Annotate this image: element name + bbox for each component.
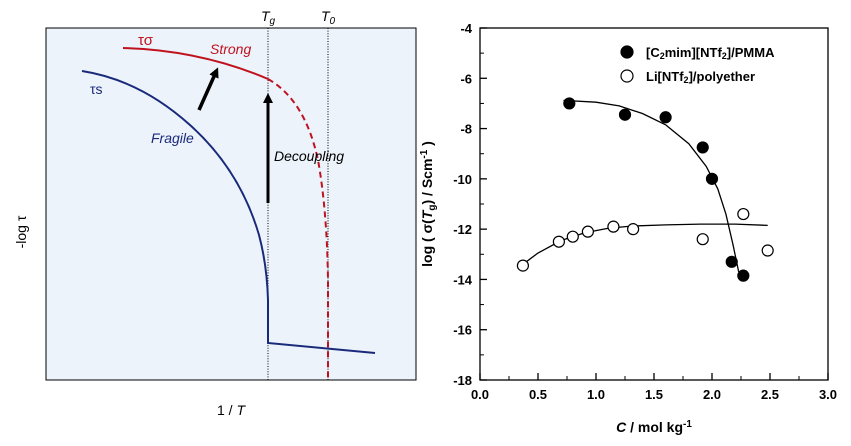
fit-curve-0	[563, 99, 740, 273]
x-tick-label: 0.5	[529, 387, 547, 402]
open-data-point	[627, 223, 640, 236]
open-data-point	[581, 225, 594, 238]
tau-sigma-label: τσ	[138, 32, 154, 49]
fragile-to-strong-arrow	[197, 67, 219, 111]
conductivity-chart: 0.0 0.5 1.0 1.5 2.0 2.5 3.0 -4 -6 -8 -10 -12 -14 -16…	[419, 21, 837, 435]
right-xlabel: C / mol kg-1	[616, 419, 692, 435]
open-data-point	[607, 220, 620, 233]
schematic-xlabel: 1 / T	[217, 402, 246, 418]
schematic-chart: τσ Strong τs Fragile Decoupling Tg T0 -l…	[13, 8, 417, 418]
filled-data-point	[563, 97, 576, 110]
y-tick-label: -6	[460, 71, 472, 86]
open-data-point	[566, 230, 579, 243]
open-data-point	[516, 259, 530, 272]
x-tick-label: 2.5	[761, 387, 779, 402]
filled-data-point	[659, 111, 672, 124]
legend-label-polyether: Li[NTf2]/polyether	[646, 69, 755, 85]
t0-label: T0	[321, 8, 336, 27]
x-tick-label: 2.0	[703, 387, 721, 402]
legend: [C2mim][NTf2]/PMMA Li[NTf2]/polyether	[620, 45, 775, 85]
filled-data-point	[696, 141, 709, 154]
y-tick-label: -16	[453, 323, 472, 338]
y-tick-label: -10	[453, 172, 472, 187]
x-tick-label: 3.0	[819, 387, 837, 402]
legend-label-pmma: [C2mim][NTf2]/PMMA	[646, 45, 775, 61]
right-ylabel: log ( σ(Tg) / Scm-1 )	[419, 141, 438, 267]
filled-data-point	[725, 255, 738, 268]
legend-marker-filled	[620, 45, 634, 59]
open-data-point	[696, 233, 709, 246]
filled-data-point	[618, 108, 632, 121]
schematic-plot-area	[45, 27, 417, 381]
open-data-point	[761, 244, 774, 257]
x-tick-label: 1.0	[587, 387, 605, 402]
schematic-ylabel: -log τ	[13, 215, 29, 248]
x-tick-label: 1.5	[645, 387, 663, 402]
tau-s-curve	[81, 70, 376, 354]
filled-data-point	[737, 269, 750, 282]
tau-sigma-curve	[122, 47, 269, 80]
y-tick-label: -4	[460, 21, 472, 36]
legend-marker-open	[620, 69, 634, 83]
y-axis: -4 -6 -8 -10 -12 -14 -16 -18	[453, 21, 487, 388]
open-data-point	[552, 235, 565, 248]
x-tick-label: 0.0	[471, 387, 489, 402]
data-points	[516, 97, 774, 282]
y-tick-label: -14	[453, 272, 473, 287]
open-data-point	[737, 207, 750, 221]
tau-s-label: τs	[90, 81, 103, 97]
strong-label: Strong	[210, 41, 251, 57]
y-tick-label: -18	[453, 373, 472, 388]
x-axis: 0.0 0.5 1.0 1.5 2.0 2.5 3.0	[471, 373, 837, 402]
decoupling-label: Decoupling	[274, 148, 344, 164]
tg-label: Tg	[261, 8, 276, 27]
filled-data-point	[705, 172, 719, 185]
fragile-label: Fragile	[151, 130, 194, 146]
y-tick-label: -8	[460, 122, 472, 137]
y-tick-label: -12	[453, 222, 472, 237]
